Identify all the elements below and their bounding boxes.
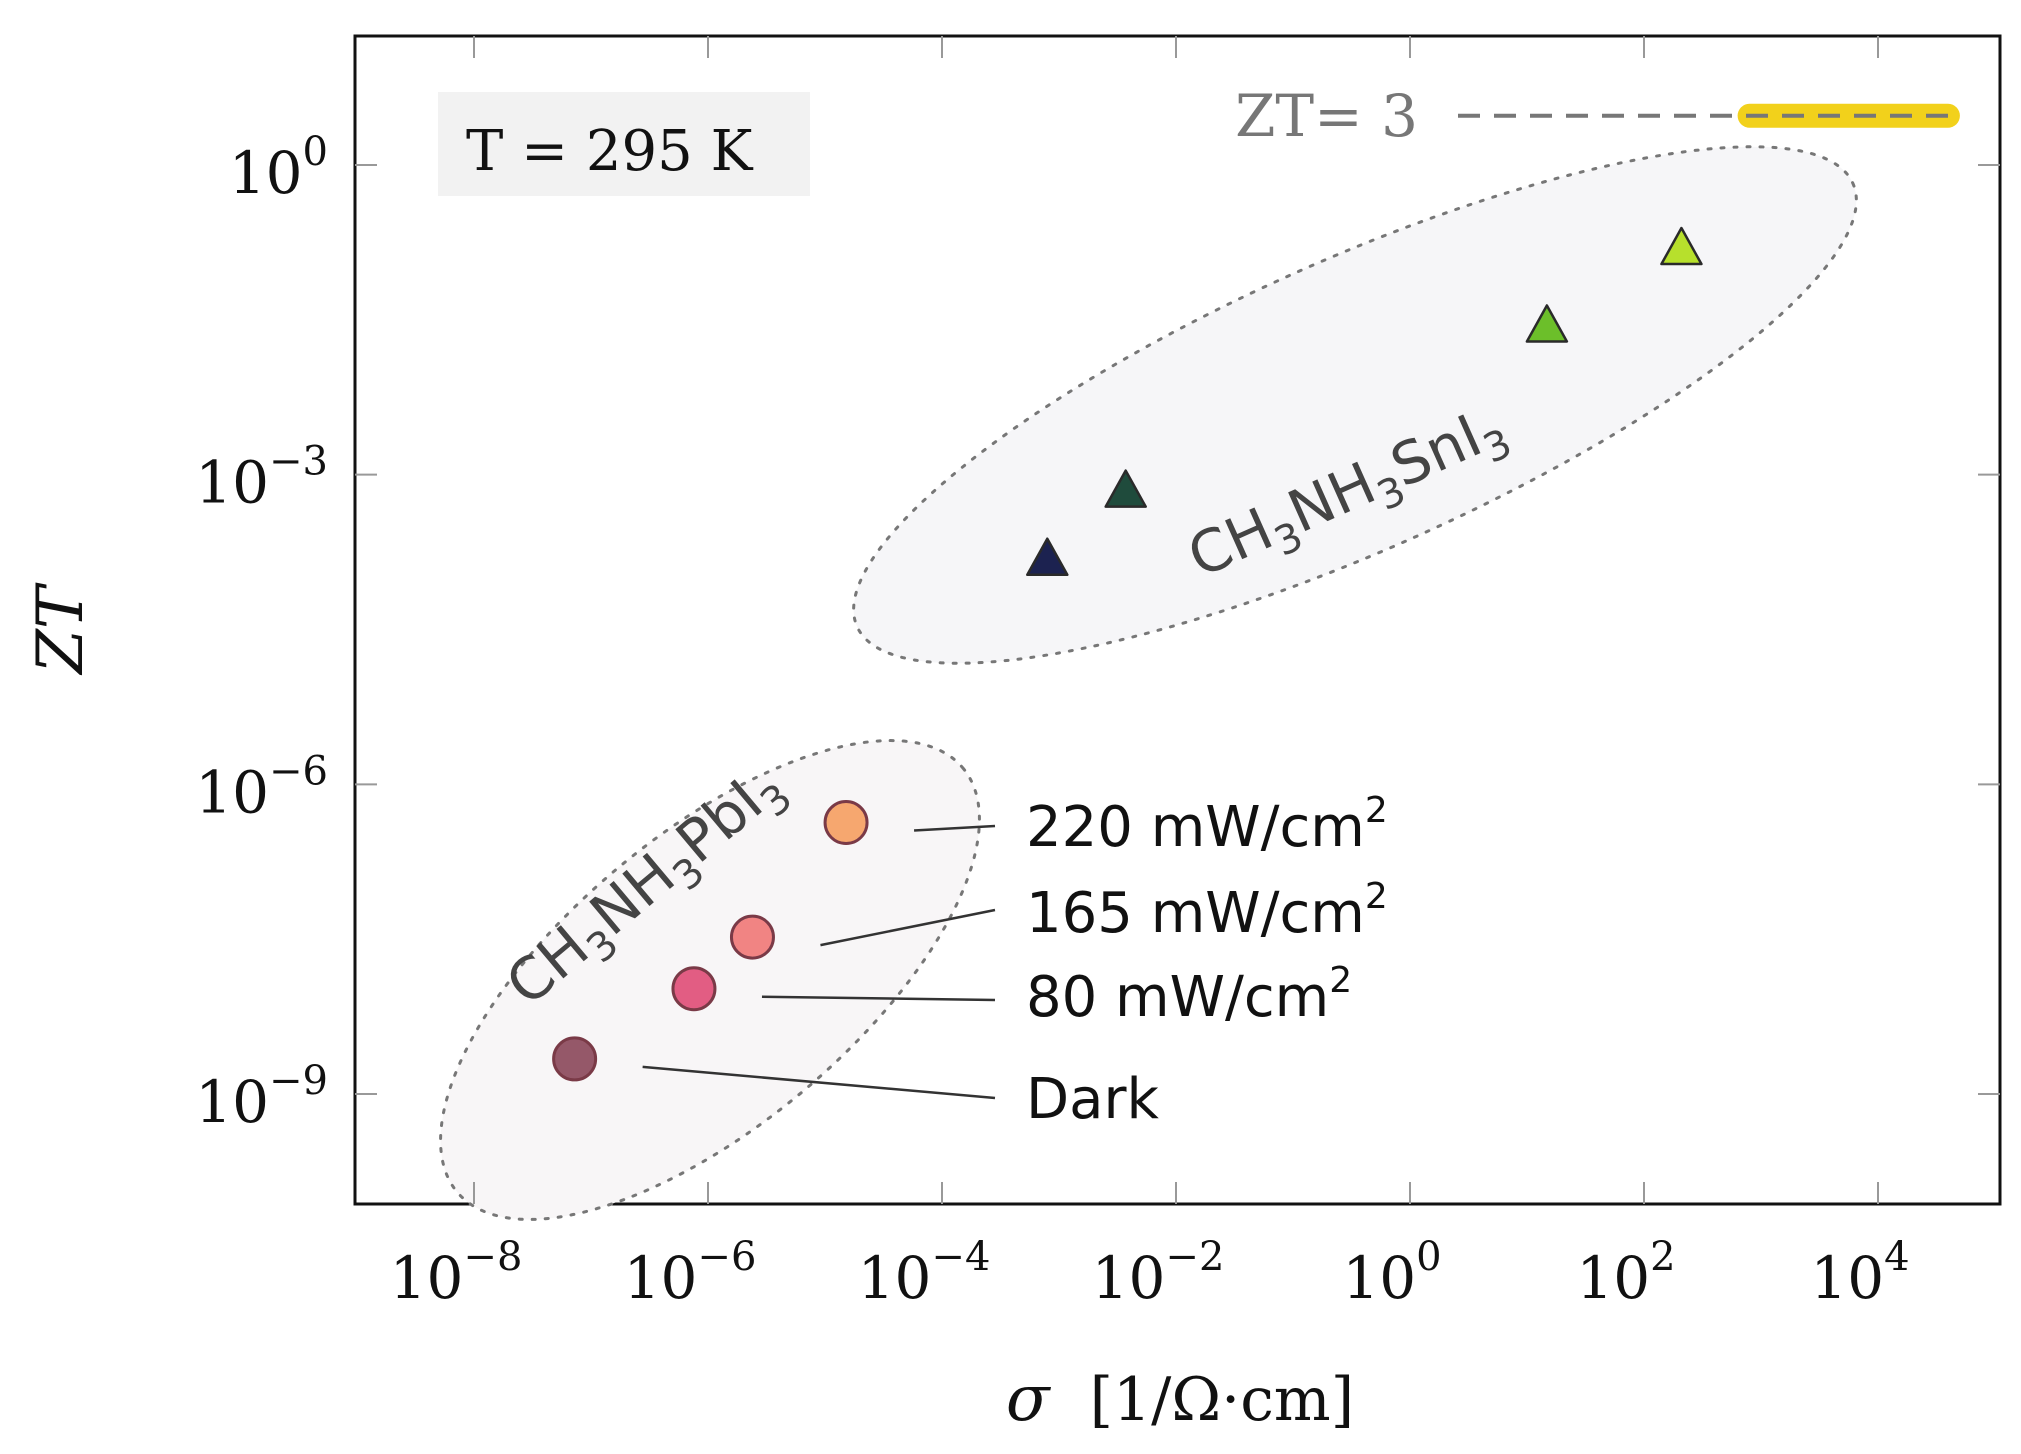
callout-superscript: 2 [1329,960,1352,1001]
x-tick-base: 10 [1092,1244,1166,1312]
x-tick-base: 10 [1342,1244,1416,1312]
y-tick-base: 10 [229,139,303,207]
pbI3-data-point [671,966,717,1012]
temperature-box-bg [438,92,810,196]
x-tick-base: 10 [1576,1244,1650,1312]
x-axis-title: σ [1/Ω·cm] [1006,1362,1354,1436]
pbI3-data-point [552,1036,598,1082]
x-tick-label: 10−8 [390,1234,523,1312]
x-tick-exponent: 0 [1416,1234,1441,1280]
data-points [552,226,1703,1082]
x-tick-label: 10−2 [1092,1234,1225,1312]
x-tick-label: 104 [1810,1234,1909,1312]
x-tick-base: 10 [624,1244,698,1312]
snI3-group-ellipse [852,145,1858,665]
y-axis-title: ZT [24,582,98,675]
x-tick-exponent: −4 [931,1234,990,1280]
callout-superscript: 2 [1365,790,1388,831]
callout-text: 80 mW/cm [1026,965,1329,1030]
pbI3-data-point [823,800,869,846]
y-tick-label: 10−3 [195,439,328,517]
x-axis-unit: [1/Ω·cm] [1090,1365,1355,1435]
snI3-data-point [1104,469,1147,508]
x-tick-base: 10 [1810,1244,1884,1312]
callout-superscript: 2 [1365,876,1388,917]
temperature-box-text: T = 295 K [466,119,754,184]
x-tick-label: 10−6 [624,1234,757,1312]
callout-leader-line [820,908,996,947]
y-tick-base: 10 [195,449,269,517]
y-tick-label: 10−9 [195,1058,328,1136]
x-tick-exponent: −6 [697,1234,756,1280]
x-axis-symbol: σ [1006,1362,1052,1436]
reference-highlight [1737,103,1960,128]
callout-text: Dark [1026,1067,1159,1132]
snI3-data-point [1525,304,1569,343]
pbI3-data-point [729,914,775,960]
temperature-box: T = 295 K [438,92,810,196]
x-tick-exponent: −8 [463,1234,522,1280]
reference-line: ZT= 3 [1235,82,1960,150]
callout-label: 165 mW/cm2 [1026,876,1388,946]
y-tick-label: 10−6 [195,748,328,826]
x-tick-label: 102 [1576,1234,1675,1312]
callout-label: 220 mW/cm2 [1026,790,1388,860]
y-tick-exponent: −9 [269,1058,328,1104]
y-tick-exponent: −6 [269,748,328,794]
callout-text: 220 mW/cm [1026,795,1365,860]
y-tick-base: 10 [195,1068,269,1136]
callout-label: 80 mW/cm2 [1026,960,1352,1030]
snI3-data-point [1026,537,1069,576]
callout-leader-line [642,1065,996,1100]
y-tick-base: 10 [195,758,269,826]
y-tick-exponent: 0 [303,129,328,175]
x-tick-exponent: −2 [1165,1234,1224,1280]
x-tick-base: 10 [858,1244,932,1312]
callout-text: 165 mW/cm [1026,881,1365,946]
reference-line-label: ZT= 3 [1235,82,1418,150]
callout-leader-line [913,824,996,832]
callout-label: Dark [1026,1067,1159,1132]
x-tick-exponent: 4 [1884,1234,1909,1280]
snI3-data-point [1660,226,1703,266]
y-tick-exponent: −3 [269,439,328,485]
x-tick-exponent: 2 [1650,1234,1675,1280]
x-tick-label: 100 [1342,1234,1441,1312]
y-tick-label: 100 [229,129,328,207]
x-tick-label: 10−4 [858,1234,991,1312]
x-tick-base: 10 [390,1244,464,1312]
callout-leader-line [761,995,996,1002]
